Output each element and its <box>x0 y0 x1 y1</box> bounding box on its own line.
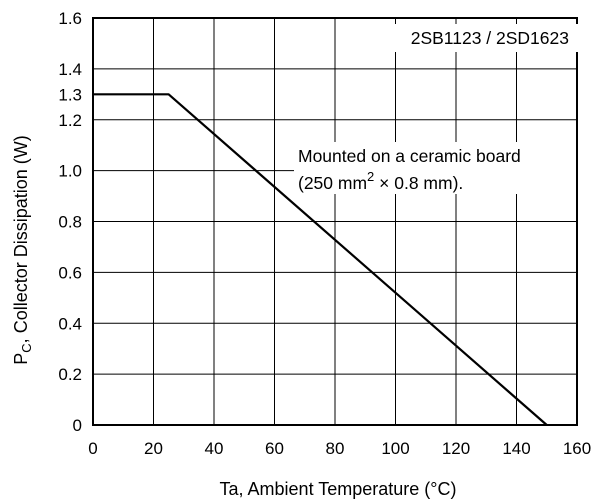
y-axis-label-subscript: C <box>19 343 34 352</box>
mount-note-line2-superscript: 2 <box>367 169 374 184</box>
grid-lines <box>93 18 577 425</box>
mount-note-background <box>294 142 576 194</box>
y-tick-label: 1.6 <box>58 9 82 28</box>
x-axis-label: Ta, Ambient Temperature (°C) <box>220 479 457 499</box>
series-group <box>93 93 548 426</box>
y-tick-labels: 0 0.2 0.4 0.6 0.8 1.0 1.2 1.3 1.4 1.6 <box>58 9 82 435</box>
x-tick-label: 0 <box>88 439 97 458</box>
y-tick-label: 0.4 <box>58 314 82 333</box>
mount-note-line1: Mounted on a ceramic board <box>298 146 521 166</box>
y-tick-label: 0.6 <box>58 263 82 282</box>
mount-note-line2: (250 mm2 × 0.8 mm). <box>298 169 463 193</box>
y-tick-label: 1.4 <box>58 60 82 79</box>
x-tick-labels: 0 20 40 60 80 100 120 140 160 <box>88 439 591 458</box>
mount-note-line2-a: (250 mm <box>298 173 367 193</box>
device-label-background <box>357 24 579 52</box>
y-tick-label: 0.8 <box>58 213 82 232</box>
mount-note-line2-b: × 0.8 mm). <box>374 173 463 193</box>
y-tick-label: 1.2 <box>58 111 82 130</box>
x-tick-label: 160 <box>563 439 591 458</box>
derating-curve <box>93 93 548 426</box>
y-axis-label: PC, Collector Dissipation (W) <box>11 135 34 364</box>
x-tick-label: 40 <box>205 439 224 458</box>
y-tick-label: 1.0 <box>58 162 82 181</box>
y-tick-label: 0.2 <box>58 365 82 384</box>
y-tick-label: 1.3 <box>58 85 82 104</box>
y-axis-label-rest: , Collector Dissipation (W) <box>11 135 31 343</box>
x-tick-label: 20 <box>144 439 163 458</box>
x-tick-label: 140 <box>502 439 530 458</box>
y-tick-label: 0 <box>73 416 82 435</box>
x-tick-label: 120 <box>442 439 470 458</box>
plot-frame <box>92 17 578 426</box>
x-tick-label: 100 <box>381 439 409 458</box>
x-tick-label: 60 <box>265 439 284 458</box>
y-axis-label-main: P <box>11 353 31 365</box>
device-label: 2SB1123 / 2SD1623 <box>411 28 569 48</box>
x-tick-label: 80 <box>326 439 345 458</box>
